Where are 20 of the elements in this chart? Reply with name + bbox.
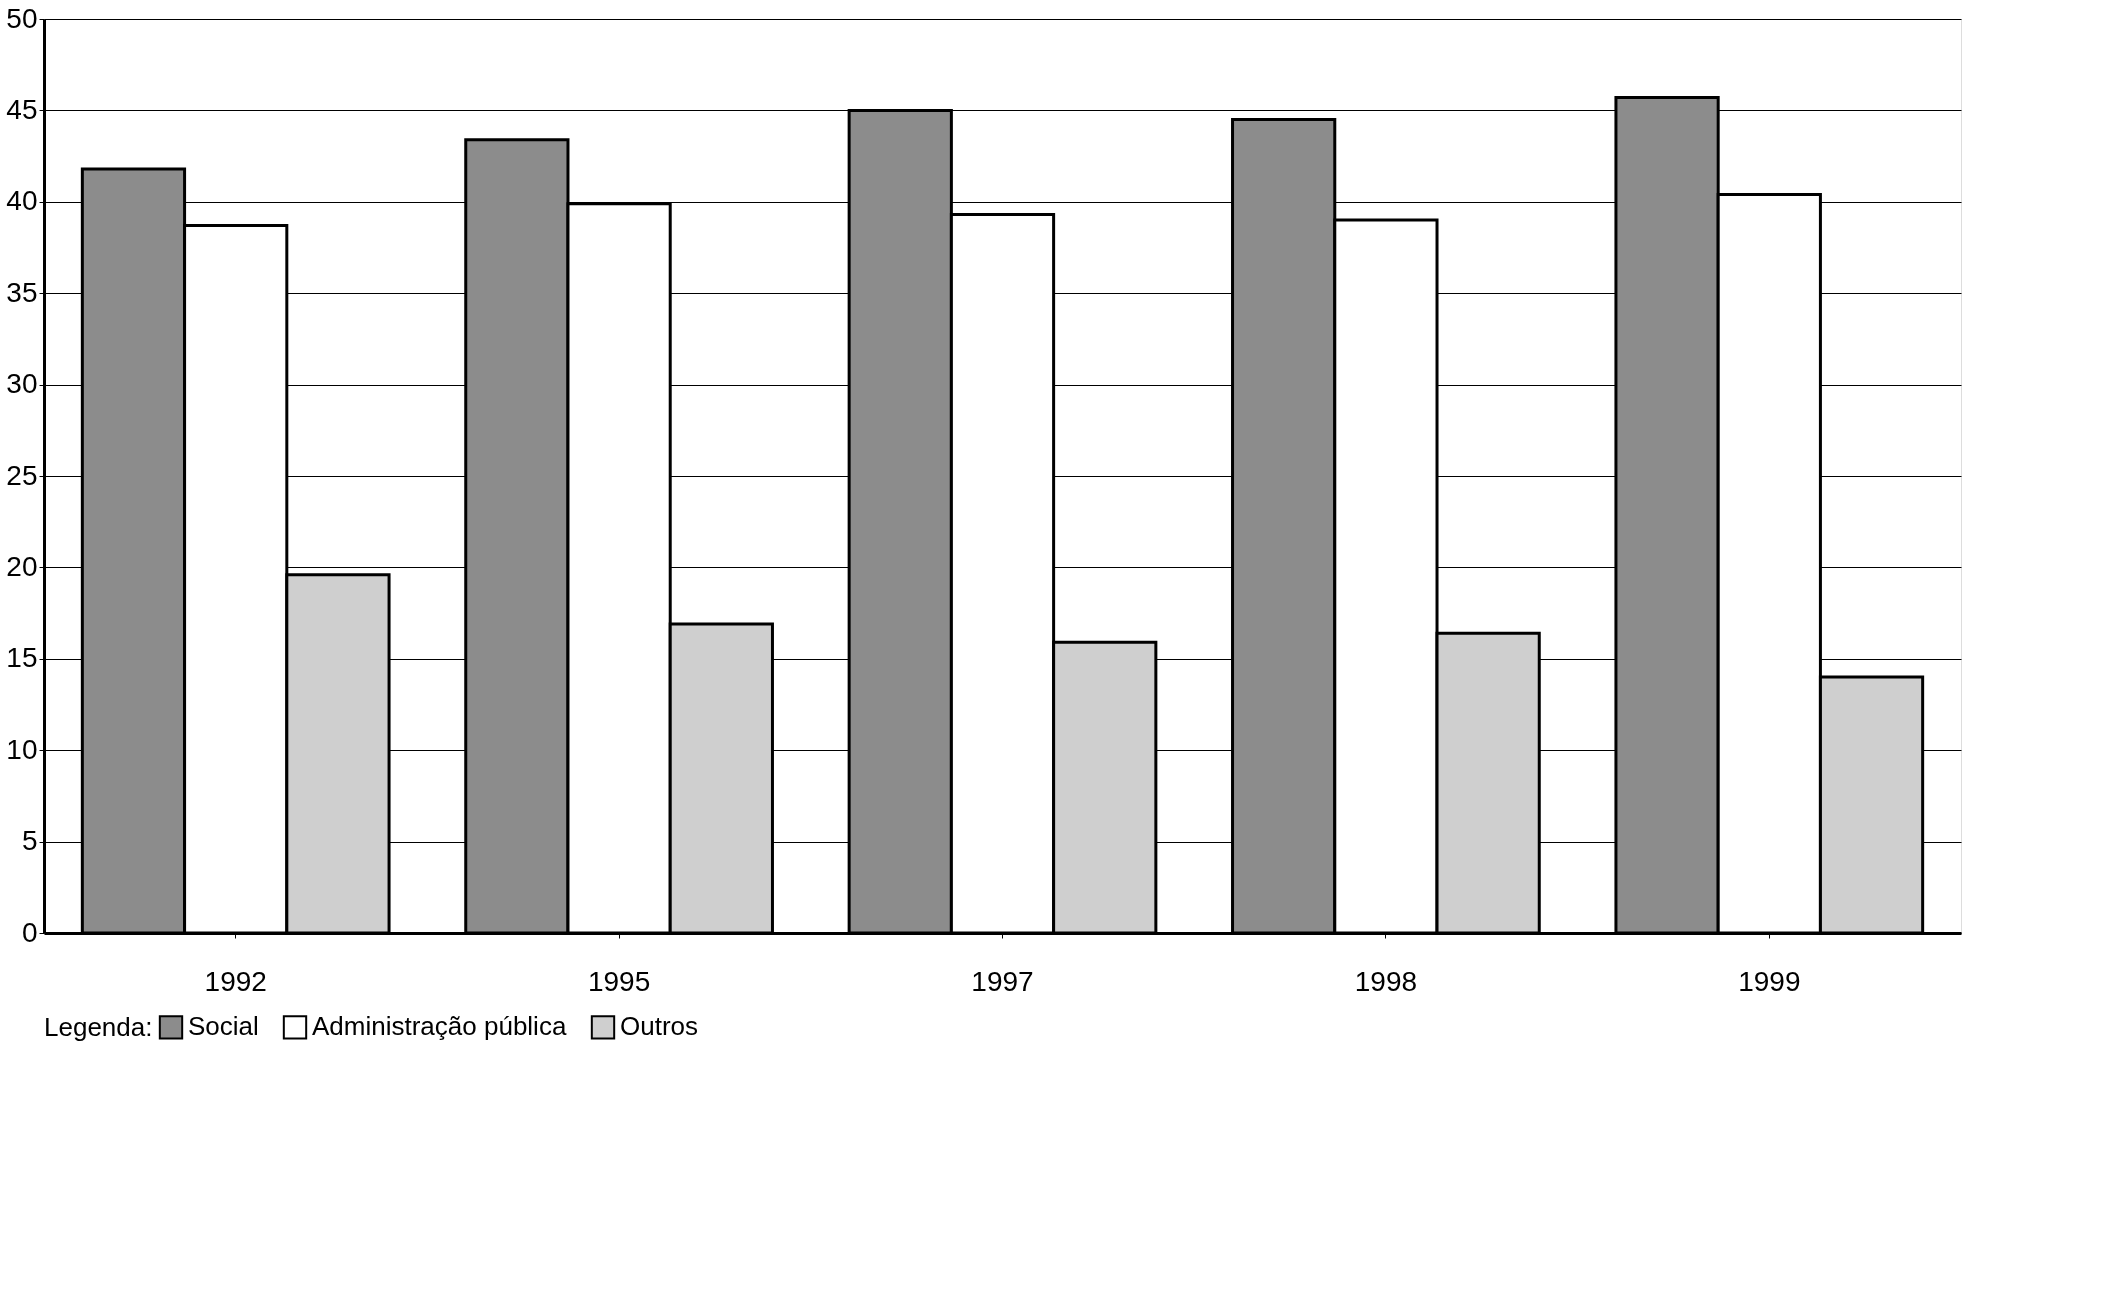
- y-tick-label: 50: [6, 2, 38, 34]
- legend-title: Legenda:: [44, 1012, 153, 1042]
- y-tick-label: 0: [21, 916, 38, 948]
- x-tick-label: 1997: [971, 965, 1034, 997]
- y-tick-label: 20: [6, 550, 38, 582]
- x-tick-label: 1995: [587, 965, 651, 997]
- y-tick-label: 30: [6, 368, 38, 400]
- x-tick-label: 1999: [1738, 965, 1801, 997]
- y-tick-label: 25: [6, 459, 38, 491]
- y-tick-label: 15: [6, 642, 38, 674]
- y-tick-label: 40: [6, 185, 38, 217]
- y-tick-label: 45: [6, 93, 38, 125]
- x-tick-label: 1992: [204, 965, 267, 997]
- x-tick-label: 1998: [1354, 965, 1418, 997]
- legend-label: Outros: [620, 1011, 699, 1042]
- legend-label: Administração pública: [312, 1011, 567, 1042]
- legend-label: Social: [188, 1011, 259, 1042]
- y-tick-label: 5: [21, 825, 38, 857]
- y-tick-label: 10: [6, 733, 38, 765]
- y-tick-label: 35: [6, 276, 38, 308]
